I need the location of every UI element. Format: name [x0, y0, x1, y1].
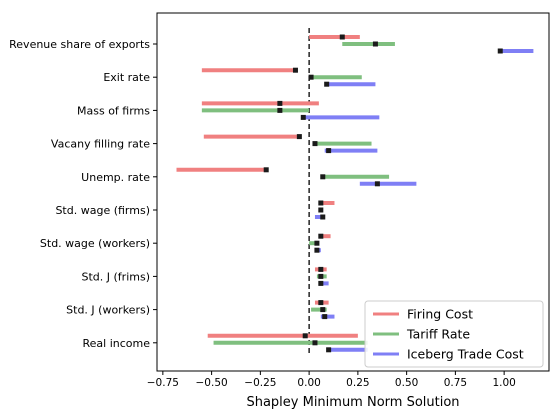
point-marker [296, 134, 302, 140]
x-tick-label: 0.00 [297, 377, 320, 389]
point-marker [318, 273, 324, 279]
plot-frame [156, 12, 550, 372]
point-marker [497, 48, 503, 54]
category-label: Std. wage (firms) [55, 204, 150, 217]
point-marker [312, 141, 318, 147]
legend-box [364, 300, 544, 368]
category-label: Std. J (frims) [82, 270, 151, 283]
point-marker [318, 200, 324, 206]
category-label: Exit rate [103, 71, 150, 84]
legend: Firing Cost Tariff Rate Iceberg Trade Cost [364, 300, 544, 368]
x-tick-label: 0.75 [444, 377, 467, 389]
legend-label: Iceberg Trade Cost [407, 347, 524, 362]
category-label: Revenue share of exports [9, 38, 150, 51]
point-marker [320, 307, 326, 313]
point-marker [277, 100, 283, 106]
category-label: Real income [83, 337, 151, 350]
x-tick-label: −0.75 [147, 377, 179, 389]
x-tick-label: 1.00 [492, 377, 515, 389]
point-marker [263, 167, 269, 173]
point-marker [318, 266, 324, 272]
legend-label: Tariff Rate [406, 327, 470, 342]
point-marker [300, 114, 306, 120]
point-marker [326, 347, 332, 353]
point-marker [326, 148, 332, 154]
point-marker [302, 333, 308, 339]
point-marker [324, 81, 330, 87]
category-label: Vacany filling rate [51, 138, 150, 151]
x-tick-label: −0.25 [244, 377, 276, 389]
series-iceberg-trade-cost [300, 48, 534, 353]
category-label: Std. wage (workers) [40, 237, 150, 250]
x-tick-label: 0.25 [346, 377, 369, 389]
point-marker [277, 107, 283, 113]
legend-label: Firing Cost [407, 307, 473, 322]
point-marker [322, 314, 328, 320]
point-marker [314, 240, 320, 246]
point-marker [318, 280, 324, 286]
point-marker [372, 41, 378, 47]
category-label: Mass of firms [77, 104, 150, 117]
series-firing-cost [176, 34, 360, 339]
point-marker [339, 34, 345, 40]
point-marker [318, 233, 324, 239]
x-axis-title: Shapley Minimum Norm Solution [246, 395, 459, 410]
point-marker [292, 67, 298, 73]
category-label: Std. J (workers) [66, 304, 150, 317]
point-marker [312, 340, 318, 346]
point-marker [308, 74, 314, 80]
point-marker [318, 207, 324, 213]
x-tick-label: −0.50 [196, 377, 228, 389]
category-label: Unemp. rate [81, 171, 150, 184]
point-marker [320, 174, 326, 180]
series-tariff-rate [201, 41, 395, 346]
point-marker [320, 214, 326, 220]
point-marker [318, 300, 324, 306]
point-marker [314, 247, 320, 253]
x-tick-label: 0.50 [395, 377, 418, 389]
point-marker [374, 181, 380, 187]
